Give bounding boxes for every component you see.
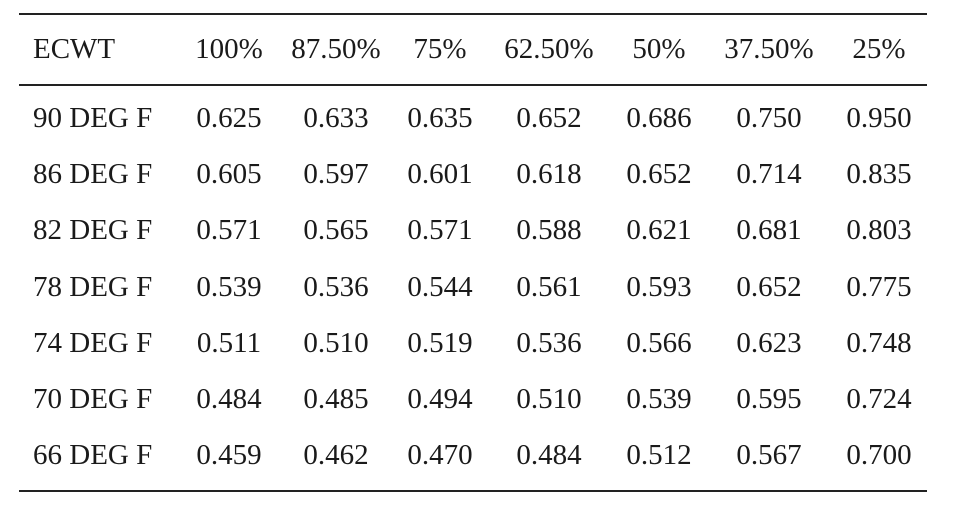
value-cell: 0.588 — [516, 214, 582, 247]
value-cell: 0.775 — [846, 270, 912, 303]
header-cell-75: 75% — [413, 33, 467, 65]
value-cell: 0.484 — [196, 383, 262, 416]
row-label-cell: 74 DEG F — [33, 326, 153, 359]
row-label-cell: 66 DEG F — [33, 439, 153, 472]
table-row: 66 DEG F 0.459 0.462 0.470 0.484 0.512 0.567 0.… — [19, 428, 927, 484]
value-cell: 0.485 — [303, 383, 369, 416]
ecwt-table: ECWT 100% 87.50% 75% 62.50% 50% 37.50% 2… — [19, 15, 927, 84]
value-cell: 0.571 — [407, 214, 473, 247]
header-cell-62-50: 62.50% — [504, 33, 594, 65]
value-cell: 0.633 — [303, 101, 369, 134]
row-label-cell: 82 DEG F — [33, 214, 153, 247]
value-cell: 0.635 — [407, 101, 473, 134]
value-cell: 0.539 — [196, 270, 262, 303]
table-row: 70 DEG F 0.484 0.485 0.494 0.510 0.539 0.595 0.… — [19, 371, 927, 427]
value-cell: 0.652 — [736, 270, 802, 303]
table-body: 90 DEG F 0.625 0.633 0.635 0.652 0.686 0.750 0.… — [19, 90, 927, 484]
value-cell: 0.459 — [196, 439, 262, 472]
value-cell: 0.714 — [736, 157, 802, 190]
value-cell: 0.462 — [303, 439, 369, 472]
header-cell-ecwt: ECWT — [33, 33, 116, 65]
value-cell: 0.601 — [407, 157, 473, 190]
value-cell: 0.561 — [516, 270, 582, 303]
header-cell-50: 50% — [632, 33, 686, 65]
row-label-cell: 86 DEG F — [33, 157, 153, 190]
header-cell-37-50: 37.50% — [724, 33, 814, 65]
table-row: 74 DEG F 0.511 0.510 0.519 0.536 0.566 0.623 0.… — [19, 315, 927, 371]
ecwt-table-body: 90 DEG F 0.625 0.633 0.635 0.652 0.686 0.750 0.… — [19, 90, 927, 484]
value-cell: 0.567 — [736, 439, 802, 472]
table-row: 82 DEG F 0.571 0.565 0.571 0.588 0.621 0.681 0.… — [19, 203, 927, 259]
value-cell: 0.494 — [407, 383, 473, 416]
value-cell: 0.571 — [196, 214, 262, 247]
value-cell: 0.597 — [303, 157, 369, 190]
top-rule — [19, 13, 927, 15]
value-cell: 0.593 — [626, 270, 692, 303]
value-cell: 0.512 — [626, 439, 692, 472]
table-row: 78 DEG F 0.539 0.536 0.544 0.561 0.593 0.652 0.… — [19, 259, 927, 315]
table-row: 90 DEG F 0.625 0.633 0.635 0.652 0.686 0.750 0.… — [19, 90, 927, 146]
value-cell: 0.566 — [626, 326, 692, 359]
value-cell: 0.536 — [303, 270, 369, 303]
value-cell: 0.681 — [736, 214, 802, 247]
value-cell: 0.511 — [196, 326, 262, 359]
value-cell: 0.539 — [626, 383, 692, 416]
value-cell: 0.625 — [196, 101, 262, 134]
row-label-cell: 90 DEG F — [33, 101, 153, 134]
value-cell: 0.484 — [516, 439, 582, 472]
value-cell: 0.470 — [407, 439, 473, 472]
data-table-container: ECWT 100% 87.50% 75% 62.50% 50% 37.50% 2… — [19, 13, 927, 493]
value-cell: 0.724 — [846, 383, 912, 416]
header-cell-100: 100% — [195, 33, 263, 65]
value-cell: 0.623 — [736, 326, 802, 359]
header-row: ECWT 100% 87.50% 75% 62.50% 50% 37.50% 2… — [19, 15, 927, 84]
row-label-cell: 70 DEG F — [33, 383, 153, 416]
value-cell: 0.510 — [516, 383, 582, 416]
value-cell: 0.544 — [407, 270, 473, 303]
value-cell: 0.605 — [196, 157, 262, 190]
header-cell-87-50: 87.50% — [291, 33, 381, 65]
value-cell: 0.652 — [626, 157, 692, 190]
row-label-cell: 78 DEG F — [33, 270, 153, 303]
value-cell: 0.748 — [846, 326, 912, 359]
value-cell: 0.510 — [303, 326, 369, 359]
value-cell: 0.835 — [846, 157, 912, 190]
value-cell: 0.565 — [303, 214, 369, 247]
value-cell: 0.621 — [626, 214, 692, 247]
table-row: 86 DEG F 0.605 0.597 0.601 0.618 0.652 0.714 0.… — [19, 146, 927, 202]
value-cell: 0.803 — [846, 214, 912, 247]
value-cell: 0.519 — [407, 326, 473, 359]
value-cell: 0.700 — [846, 439, 912, 472]
header-cell-25: 25% — [852, 33, 906, 65]
bottom-rule — [19, 490, 927, 493]
value-cell: 0.950 — [846, 101, 912, 134]
value-cell: 0.618 — [516, 157, 582, 190]
header-rule — [19, 84, 927, 86]
value-cell: 0.536 — [516, 326, 582, 359]
value-cell: 0.750 — [736, 101, 802, 134]
value-cell: 0.686 — [626, 101, 692, 134]
value-cell: 0.595 — [736, 383, 802, 416]
value-cell: 0.652 — [516, 101, 582, 134]
